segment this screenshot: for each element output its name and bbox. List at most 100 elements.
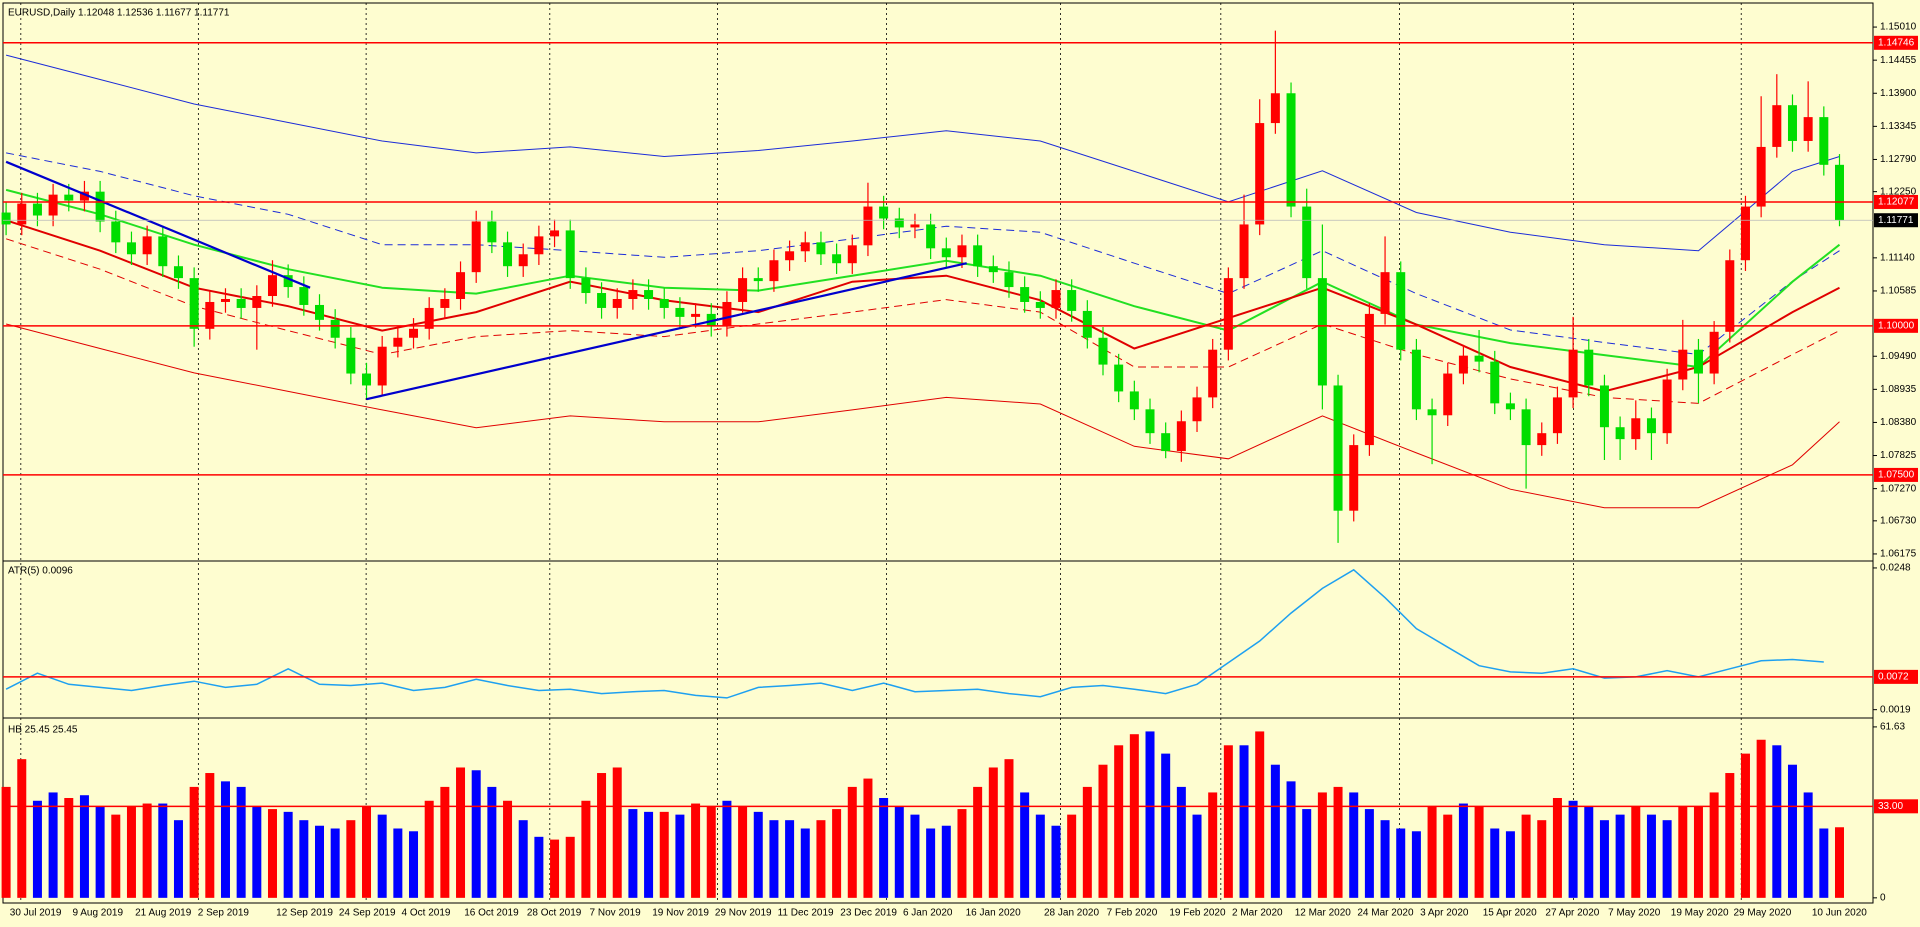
candle-body [910, 224, 920, 228]
y-tick-label: 1.07825 [1880, 450, 1917, 461]
hb-bar [1004, 759, 1014, 898]
y-tick-label: 1.12250 [1880, 186, 1917, 197]
hb-bar [189, 786, 199, 898]
hb-bar [299, 820, 309, 898]
hb-bar [1333, 786, 1343, 898]
panel-title: HB 25.45 25.45 [8, 725, 78, 736]
x-tick-label: 7 Feb 2020 [1107, 908, 1158, 919]
y-tick-label: 1.09490 [1880, 351, 1917, 362]
candle-body [565, 230, 575, 279]
current-price-box [1874, 213, 1918, 228]
hb-bar [1646, 814, 1656, 898]
candle-body [1, 212, 11, 225]
y-tick-label: 0 [1880, 892, 1886, 903]
candle-body [1192, 397, 1202, 422]
hb-bar [283, 811, 293, 898]
hb-bar [1176, 786, 1186, 898]
x-tick-label: 12 Sep 2019 [276, 908, 333, 919]
hb-bar [17, 759, 27, 898]
hb-bar [1552, 797, 1562, 898]
hb-bar [377, 814, 387, 898]
x-tick-label: 19 Feb 2020 [1169, 908, 1226, 919]
hb-bar [1490, 828, 1500, 898]
y-tick-label: 1.11140 [1880, 252, 1915, 263]
candle-body [894, 218, 904, 228]
hb-bar [64, 797, 74, 898]
hb-bar [1223, 745, 1233, 898]
candle-body [941, 248, 951, 258]
candle-body [1396, 272, 1406, 350]
candle-body [1411, 349, 1421, 410]
candle-body [1380, 272, 1390, 314]
level-label-box [1874, 194, 1918, 209]
x-tick-label: 23 Dec 2019 [840, 908, 897, 919]
hb-bar [926, 828, 936, 898]
hb-bar [1161, 753, 1171, 898]
hb-bar [957, 809, 967, 898]
hb-bar [644, 811, 654, 898]
candle-body [17, 203, 27, 225]
x-tick-label: 16 Jan 2020 [966, 908, 1021, 919]
candle-body [1568, 349, 1578, 398]
hb-bar [1098, 764, 1108, 898]
hb-bar [1772, 745, 1782, 898]
hb-bar [1505, 831, 1515, 898]
candle-body [1787, 105, 1797, 141]
candle-body [738, 278, 748, 302]
candle-body [1443, 373, 1453, 416]
hb-bar [706, 806, 716, 898]
hb-bar [1756, 739, 1766, 898]
x-tick-label: 27 Apr 2020 [1545, 908, 1599, 919]
candle-body [1114, 364, 1124, 392]
hb-bar [1020, 792, 1030, 898]
hb-bar [267, 809, 277, 898]
hb-bar [205, 773, 215, 898]
candle-body [440, 298, 450, 308]
hb-bar [1474, 806, 1484, 898]
candle-body [315, 304, 324, 320]
hb-bar [973, 786, 983, 898]
hb-bar [816, 820, 826, 898]
candle-body [189, 278, 199, 329]
x-tick-label: 24 Mar 2020 [1357, 908, 1414, 919]
hb-bar [1239, 745, 1249, 898]
candle-body [393, 337, 403, 347]
candle-body [1302, 206, 1312, 279]
candle-body [675, 307, 685, 317]
candle-body [847, 245, 857, 264]
hb-bar [1427, 806, 1437, 898]
candle-body [926, 224, 936, 249]
candle-body [832, 254, 842, 264]
hb-bar [1192, 814, 1202, 898]
x-tick-label: 29 May 2020 [1733, 908, 1791, 919]
hb-bar [362, 806, 372, 898]
hb-bar [1819, 828, 1829, 898]
hb-bar [550, 839, 560, 898]
y-tick-label: 1.13345 [1880, 121, 1917, 132]
y-tick-label: 1.06730 [1880, 515, 1917, 526]
candle-body [1615, 427, 1625, 440]
hb-bar [1740, 753, 1750, 898]
candle-body [722, 301, 732, 326]
candle-body [471, 221, 481, 273]
level-label: 0.0072 [1878, 672, 1909, 683]
candle-body [1082, 310, 1092, 338]
candle-body [1270, 93, 1280, 124]
hb-bar [769, 820, 779, 898]
candle-body [173, 266, 183, 279]
candle-body [1208, 349, 1218, 398]
hb-bar [581, 800, 591, 898]
x-tick-label: 2 Mar 2020 [1232, 908, 1283, 919]
hb-bar [1364, 809, 1374, 898]
trend-line [366, 262, 967, 401]
hb-bar [738, 806, 748, 898]
x-tick-label: 10 Jun 2020 [1812, 908, 1867, 919]
candle-body [424, 307, 434, 329]
hb-bar [1349, 792, 1359, 898]
hb-bar [1302, 809, 1312, 898]
candle-body [691, 313, 701, 317]
hb-bar [173, 820, 183, 898]
hb-bar [1458, 803, 1468, 898]
hb-bar [1631, 806, 1641, 898]
